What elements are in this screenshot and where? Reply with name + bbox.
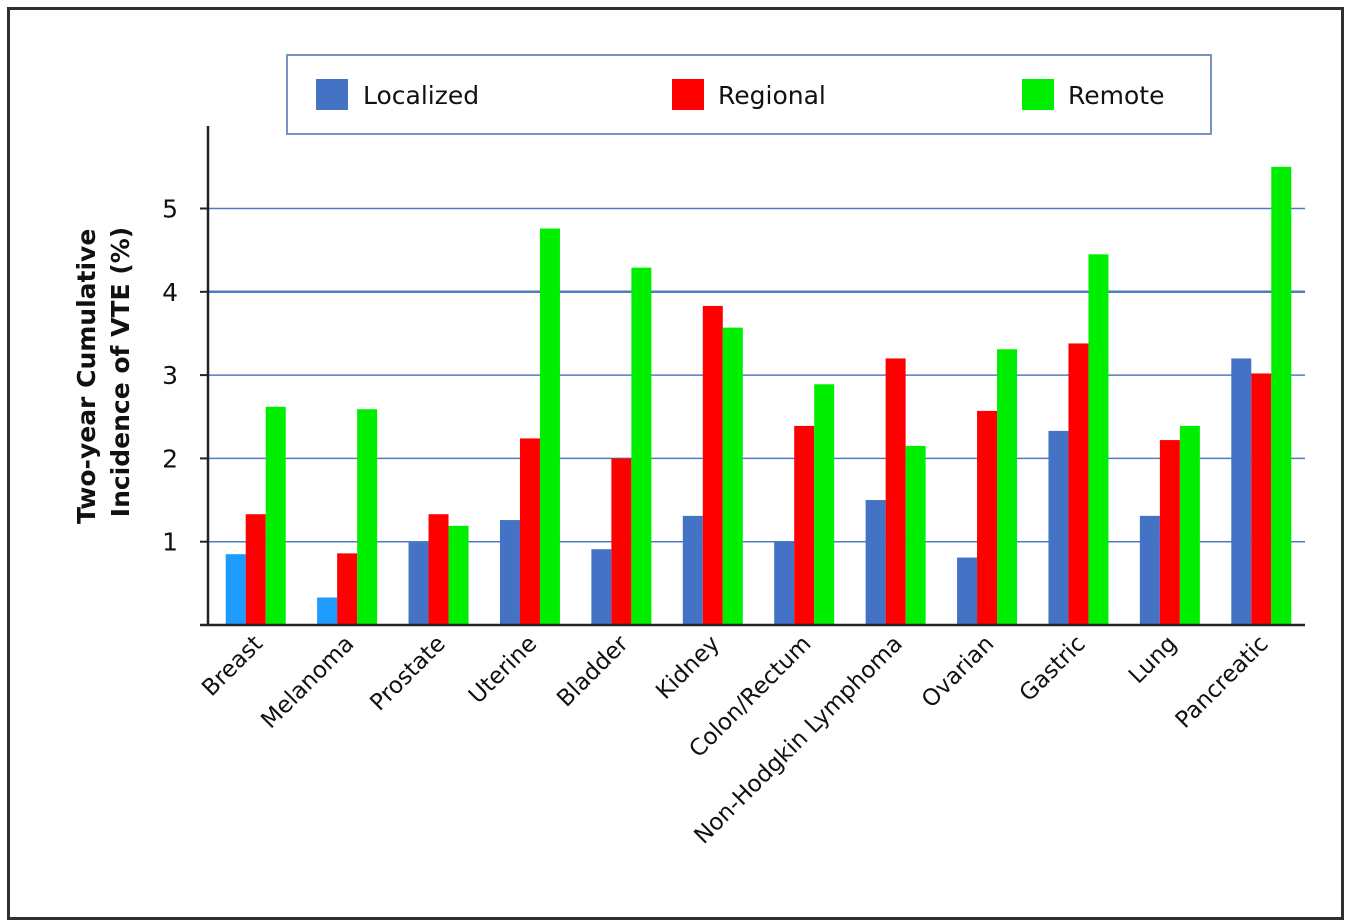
bar-localized-colon-rectum [774, 541, 795, 625]
category-label-melanoma: Melanoma [256, 631, 359, 734]
y-tick-labels: 1 2 3 4 5 [162, 195, 178, 557]
category-label-lung: Lung [1124, 631, 1182, 689]
bar-regional-melanoma [337, 553, 358, 625]
bar-localized-breast [225, 554, 246, 625]
category-label-bladder: Bladder [552, 630, 634, 712]
bar-localized-prostate [408, 542, 429, 625]
bar-regional-kidney [702, 305, 723, 625]
legend-box [286, 54, 1212, 135]
bar-regional-prostate [428, 514, 449, 625]
bar-remote-kidney [722, 327, 743, 625]
bar-regional-lung [1159, 440, 1180, 625]
bar-localized-non-hodgkin-lymphoma [865, 500, 886, 625]
bar-regional-colon-rectum [794, 425, 815, 625]
bars [225, 166, 1292, 625]
bar-remote-colon-rectum [814, 384, 835, 625]
bar-remote-gastric [1088, 254, 1109, 625]
y-tick-label-3: 3 [162, 361, 178, 390]
bar-remote-prostate [448, 525, 469, 625]
bar-localized-kidney [682, 515, 703, 625]
bar-localized-gastric [1048, 430, 1069, 625]
y-axis-label: Two-year Cumulative Incidence of VTE (%) [72, 220, 135, 524]
legend: Localized Regional Remote [286, 54, 1212, 135]
legend-swatch-regional [672, 79, 704, 110]
category-label-uterine: Uterine [464, 631, 542, 709]
gridlines [200, 207, 1305, 543]
bar-localized-bladder [591, 549, 612, 625]
y-tick-label-5: 5 [162, 195, 178, 224]
bar-localized-lung [1139, 515, 1160, 625]
y-tick-label-4: 4 [162, 278, 178, 307]
bar-localized-melanoma [317, 597, 338, 625]
category-label-breast: Breast [197, 631, 268, 702]
bar-remote-bladder [631, 267, 652, 625]
bar-regional-gastric [1068, 343, 1089, 625]
bar-localized-uterine [499, 520, 520, 625]
bar-remote-lung [1179, 425, 1200, 625]
bar-regional-breast [245, 514, 266, 625]
category-label-pancreatic: Pancreatic [1171, 631, 1274, 734]
bar-regional-ovarian [977, 410, 998, 625]
category-label-kidney: Kidney [651, 631, 725, 705]
y-axis-label-line-1: Two-year Cumulative [72, 229, 101, 524]
bar-localized-pancreatic [1231, 358, 1252, 625]
y-axis-label-line-2: Incidence of VTE (%) [106, 227, 135, 517]
bar-localized-ovarian [957, 557, 978, 625]
bar-remote-melanoma [357, 409, 378, 625]
y-tick-label-2: 2 [162, 444, 178, 473]
category-label-gastric: Gastric [1015, 631, 1091, 707]
legend-swatch-remote [1022, 79, 1054, 110]
category-label-ovarian: Ovarian [917, 631, 999, 713]
bar-remote-uterine [539, 228, 560, 625]
bar-remote-pancreatic [1271, 166, 1292, 625]
legend-label-regional: Regional [718, 81, 826, 110]
bar-regional-bladder [611, 458, 632, 625]
y-tick-label-1: 1 [162, 528, 178, 557]
legend-swatch-localized [316, 79, 348, 110]
legend-label-remote: Remote [1068, 81, 1164, 110]
bar-remote-non-hodgkin-lymphoma [905, 445, 926, 625]
bar-regional-uterine [519, 438, 540, 625]
bar-remote-ovarian [997, 349, 1018, 625]
bar-regional-non-hodgkin-lymphoma [885, 358, 906, 625]
bar-remote-breast [265, 406, 286, 625]
bar-regional-pancreatic [1251, 373, 1272, 625]
category-label-prostate: Prostate [365, 631, 450, 716]
figure-frame [7, 7, 1344, 920]
legend-label-localized: Localized [363, 81, 479, 110]
axes [200, 126, 1305, 627]
